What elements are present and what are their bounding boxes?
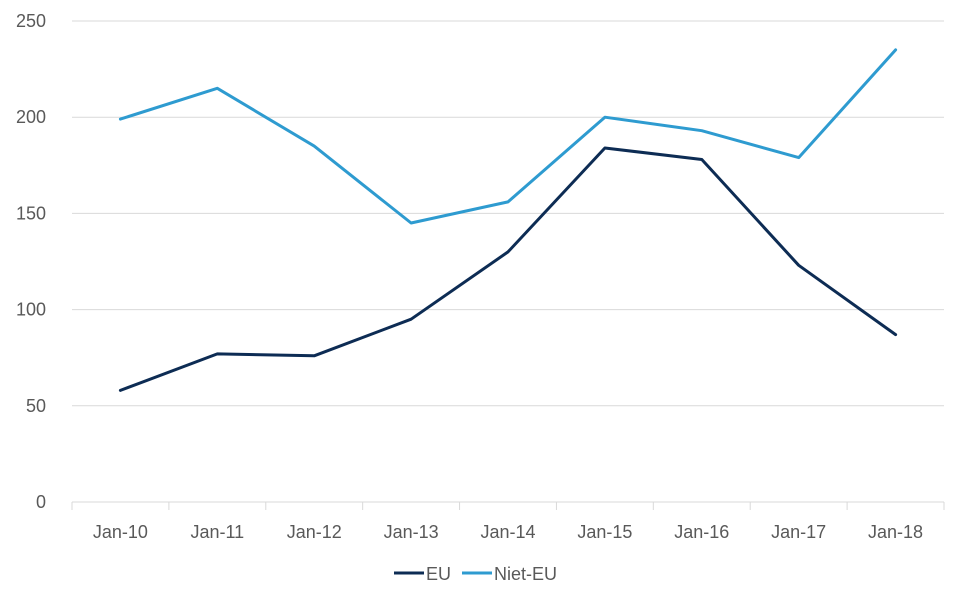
legend-label: EU bbox=[426, 564, 451, 584]
legend-item: Niet-EU bbox=[462, 564, 557, 584]
x-tick-label: Jan-15 bbox=[577, 522, 632, 542]
legend: EU Niet-EU bbox=[394, 564, 557, 584]
x-tick-label: Jan-16 bbox=[674, 522, 729, 542]
y-tick-label: 100 bbox=[16, 300, 46, 320]
series-lines bbox=[118, 48, 898, 392]
x-tick-label: Jan-12 bbox=[287, 522, 342, 542]
x-axis-tick-labels: Jan-10 Jan-11 Jan-12 Jan-13 Jan-14 Jan-15 Jan-… bbox=[93, 522, 923, 542]
x-tick-label: Jan-18 bbox=[868, 522, 923, 542]
y-tick-label: 250 bbox=[16, 11, 46, 31]
x-tick-label: Jan-11 bbox=[190, 522, 244, 542]
x-tick-label: Jan-10 bbox=[93, 522, 148, 542]
series-line-niet-eu bbox=[118, 48, 898, 225]
legend-item: EU bbox=[394, 564, 451, 584]
gridlines bbox=[72, 20, 944, 407]
legend-label: Niet-EU bbox=[494, 564, 557, 584]
x-tick-label: Jan-17 bbox=[771, 522, 826, 542]
y-tick-label: 0 bbox=[36, 492, 46, 512]
series-line-eu bbox=[118, 146, 898, 392]
y-axis-tick-labels: 0 50 100 150 200 250 bbox=[16, 11, 46, 512]
y-tick-label: 200 bbox=[16, 107, 46, 127]
x-axis bbox=[71, 501, 945, 510]
y-tick-label: 150 bbox=[16, 203, 46, 223]
x-tick-label: Jan-13 bbox=[384, 522, 439, 542]
y-tick-label: 50 bbox=[26, 396, 46, 416]
x-tick-label: Jan-14 bbox=[480, 522, 535, 542]
